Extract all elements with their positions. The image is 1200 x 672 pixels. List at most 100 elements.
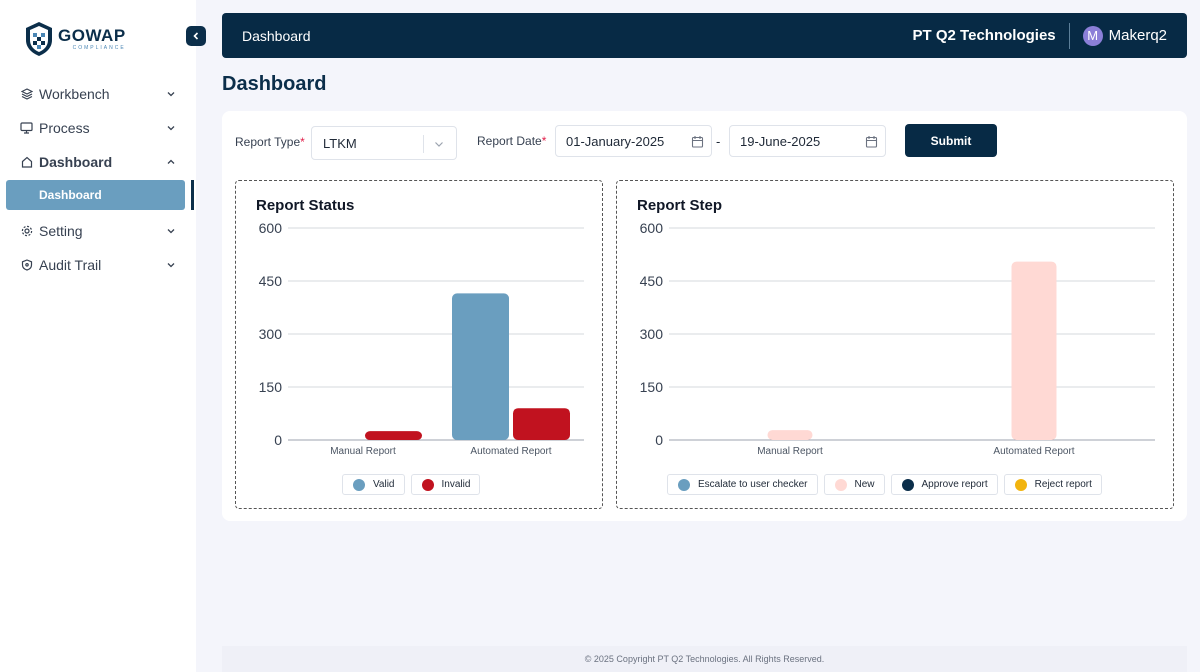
chevron-down-icon [166, 260, 176, 270]
dashboard-card: Report Type* LTKM Report Date* 01-Januar… [222, 111, 1187, 521]
report-status-chart: Report Status 0 150 300 450 600 Manual Report… [235, 180, 603, 509]
chart-legend: Escalate to user checker New Approve rep… [667, 474, 1102, 495]
legend-swatch [678, 478, 690, 491]
sidebar-item-audit-trail[interactable]: Audit Trail [0, 248, 196, 282]
y-tick-label: 150 [640, 379, 664, 395]
legend-swatch [834, 478, 847, 491]
chevron-down-icon [166, 226, 176, 236]
bar-new [767, 430, 813, 440]
report-status-plot: 0 150 300 450 600 Manual Report Automated Repo… [259, 220, 584, 457]
sidebar-nav: Workbench Process Dashboard Dashboard S [0, 77, 196, 282]
footer: © 2025 Copyright PT Q2 Technologies. All… [222, 646, 1187, 672]
bar-invalid [513, 408, 570, 440]
home-icon [20, 156, 33, 169]
sidebar: GOWAP COMPLIANCE Workbench Process Dashb… [0, 0, 196, 672]
brand-tagline: COMPLIANCE [72, 45, 126, 51]
report-date-label: Report Date* [477, 134, 546, 148]
report-type-label: Report Type* [235, 135, 305, 149]
brand-name: GOWAP [58, 26, 126, 45]
chevron-down-icon [433, 138, 445, 150]
date-to-value: 19-June-2025 [740, 133, 821, 149]
chart-legend: Valid Invalid [342, 474, 481, 495]
chart-title: Report Step [637, 197, 723, 214]
report-type-select[interactable]: LTKM [311, 126, 457, 160]
sidebar-item-label: Audit Trail [39, 257, 102, 273]
sidebar-item-label: Dashboard [39, 154, 113, 170]
logo-shield-icon [26, 22, 52, 56]
chevron-down-icon [166, 123, 176, 133]
legend-label: Valid [373, 479, 395, 490]
report-step-chart: Report Step 0 150 300 450 600 Manual Report Au… [616, 180, 1174, 509]
legend-swatch [901, 478, 914, 491]
sidebar-item-label: Setting [39, 223, 83, 239]
top-header: Dashboard PT Q2 Technologies M Makerq2 [222, 13, 1187, 58]
legend-item-valid[interactable]: Valid [342, 474, 405, 495]
report-type-value: LTKM [323, 135, 357, 151]
layers-icon [20, 88, 33, 101]
company-name: PT Q2 Technologies [912, 27, 1056, 44]
sidebar-item-label: Process [39, 120, 90, 136]
sidebar-subitem-dashboard[interactable]: Dashboard [0, 180, 196, 210]
shield-icon [20, 259, 33, 272]
legend-label: Invalid [441, 479, 471, 490]
bar-invalid [365, 431, 422, 440]
brand-logo[interactable]: GOWAP COMPLIANCE [24, 21, 126, 57]
user-name[interactable]: Makerq2 [1108, 27, 1167, 44]
report-step-plot: 0 150 300 450 600 Manual Report Automated Repo… [640, 220, 1155, 457]
x-tick-label: Automated Report [470, 446, 551, 457]
avatar[interactable]: M [1082, 25, 1103, 46]
chart-title: Report Status [256, 197, 355, 214]
chevron-up-icon [166, 157, 176, 167]
y-tick-label: 600 [640, 220, 664, 236]
page-title: Dashboard [222, 73, 327, 95]
sidebar-collapse-button[interactable] [186, 26, 206, 46]
legend-swatch [1014, 478, 1027, 491]
sidebar-item-workbench[interactable]: Workbench [0, 77, 196, 111]
legend-label: Approve report [921, 479, 988, 490]
legend-item-approve[interactable]: Approve report [890, 474, 998, 495]
legend-swatch [421, 478, 434, 491]
y-tick-label: 600 [259, 220, 283, 236]
y-tick-label: 300 [640, 326, 664, 342]
y-tick-label: 450 [640, 273, 664, 289]
legend-item-invalid[interactable]: Invalid [410, 474, 481, 495]
x-tick-label: Manual Report [330, 446, 396, 457]
legend-item-reject[interactable]: Reject report [1003, 474, 1102, 495]
legend-swatch [353, 478, 365, 491]
sidebar-item-dashboard[interactable]: Dashboard [0, 145, 196, 179]
legend-label: Reject report [1034, 479, 1092, 490]
chevron-down-icon [166, 89, 176, 99]
submit-button[interactable]: Submit [905, 124, 997, 157]
x-tick-label: Manual Report [757, 446, 823, 457]
sidebar-item-setting[interactable]: Setting [0, 214, 196, 248]
bar-valid [452, 293, 509, 440]
y-tick-label: 0 [274, 432, 282, 448]
gear-icon [20, 225, 33, 238]
bar-new [1011, 261, 1057, 440]
breadcrumb: Dashboard [242, 27, 311, 44]
required-mark: * [300, 135, 305, 149]
legend-item-new[interactable]: New [823, 474, 885, 495]
required-mark: * [541, 134, 547, 148]
report-date-label-text: Report Date [477, 134, 542, 148]
date-from-value: 01-January-2025 [566, 133, 665, 149]
header-divider [1068, 22, 1070, 49]
date-from-input[interactable]: 01-January-2025 [555, 125, 712, 157]
legend-label: New [854, 479, 875, 490]
sidebar-item-process[interactable]: Process [0, 111, 196, 145]
sidebar-item-label: Workbench [39, 86, 110, 102]
date-to-input[interactable]: 19-June-2025 [729, 125, 886, 157]
y-tick-label: 150 [259, 379, 283, 395]
select-divider [423, 135, 424, 153]
legend-item-escalate[interactable]: Escalate to user checker [667, 474, 818, 495]
calendar-icon[interactable] [691, 135, 704, 148]
y-tick-label: 0 [655, 432, 663, 448]
calendar-icon[interactable] [865, 135, 878, 148]
y-tick-label: 300 [259, 326, 283, 342]
chevron-left-icon [193, 32, 199, 40]
y-tick-label: 450 [259, 273, 283, 289]
active-indicator [191, 180, 194, 210]
report-type-label-text: Report Type [235, 135, 301, 149]
sidebar-subitem-label: Dashboard [6, 180, 185, 210]
date-separator: - [716, 134, 721, 149]
